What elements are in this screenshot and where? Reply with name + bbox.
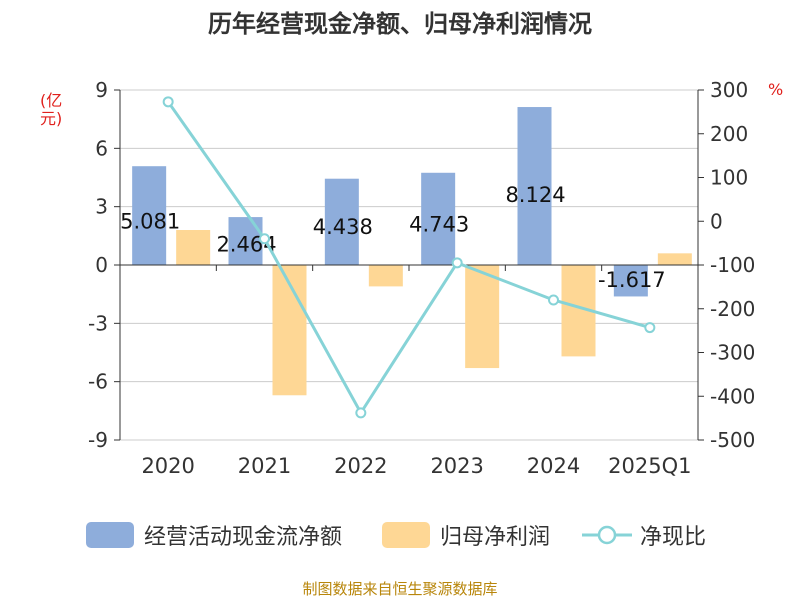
legend: 经营活动现金流净额 归母净利润 净现比 — [0, 515, 800, 555]
bar-cashflow — [613, 265, 648, 297]
x-tick-label: 2020 — [141, 454, 194, 478]
legend-line-icon — [582, 525, 632, 545]
y-right-tick-label: 300 — [710, 78, 748, 102]
bar-netprofit — [368, 265, 403, 287]
data-label-cashflow: 4.743 — [409, 212, 469, 236]
point-ratio — [644, 322, 656, 334]
point-ratio — [451, 257, 463, 269]
data-label-cashflow: 4.438 — [313, 215, 373, 239]
y-right-tick-label: 100 — [710, 166, 748, 190]
source-note: 制图数据来自恒生聚源数据库 — [302, 580, 498, 598]
x-tick-label: 2025Q1 — [608, 454, 691, 478]
y-right-tick-label: -500 — [710, 428, 755, 452]
legend-label-netprofit: 归母净利润 — [440, 525, 551, 550]
legend-swatch-netprofit — [382, 522, 430, 548]
y-left-tick-label: -6 — [88, 370, 108, 394]
line-ratio — [166, 100, 651, 416]
legend-item-netprofit[interactable]: 归母净利润 — [382, 515, 550, 555]
point-ratio — [355, 407, 367, 419]
legend-swatch-cashflow — [86, 522, 134, 548]
y-right-tick-label: -100 — [710, 253, 755, 277]
y-left-tick-label: -3 — [88, 311, 108, 335]
chart-title: 历年经营现金净额、归母净利润情况 — [208, 10, 592, 38]
point-ratio — [162, 96, 174, 108]
bar-netprofit — [176, 230, 211, 265]
bar-cashflow — [324, 178, 359, 265]
y-right-tick-label: -200 — [710, 297, 755, 321]
legend-label-ratio: 净现比 — [640, 525, 707, 550]
x-tick-label: 2023 — [430, 454, 483, 478]
bar-netprofit — [657, 253, 692, 265]
y-right-tick-label: -400 — [710, 384, 755, 408]
bar-cashflow — [132, 166, 167, 265]
bar-netprofit — [465, 265, 500, 369]
y-right-tick-label: 200 — [710, 122, 748, 146]
y-axis-left-label: (亿元) — [40, 91, 63, 128]
data-label-cashflow: 8.124 — [505, 183, 565, 207]
y-right-tick-label: -300 — [710, 341, 755, 365]
y-left-tick-label: -9 — [88, 428, 108, 452]
y-right-tick-label: 0 — [710, 209, 723, 233]
legend-item-ratio[interactable]: 净现比 — [582, 515, 706, 555]
y-left-tick-label: 0 — [95, 253, 108, 277]
x-tick-label: 2021 — [238, 454, 291, 478]
legend-label-cashflow: 经营活动现金流净额 — [144, 525, 343, 550]
point-ratio — [259, 233, 270, 245]
x-tick-label: 2022 — [334, 454, 387, 478]
y-left-tick-label: 9 — [95, 78, 108, 102]
y-left-tick-label: 6 — [95, 136, 108, 160]
point-ratio — [548, 294, 559, 306]
bar-cashflow — [228, 217, 263, 265]
bar-cashflow — [421, 172, 456, 265]
bar-cashflow — [517, 107, 552, 266]
x-tick-label: 2024 — [527, 454, 580, 478]
y-axis-right-label: % — [768, 80, 784, 99]
y-left-tick-label: 3 — [95, 195, 108, 219]
data-label-cashflow: -1.617 — [598, 268, 666, 292]
legend-item-cashflow[interactable]: 经营活动现金流净额 — [86, 515, 342, 555]
data-label-cashflow: 5.081 — [120, 210, 180, 234]
